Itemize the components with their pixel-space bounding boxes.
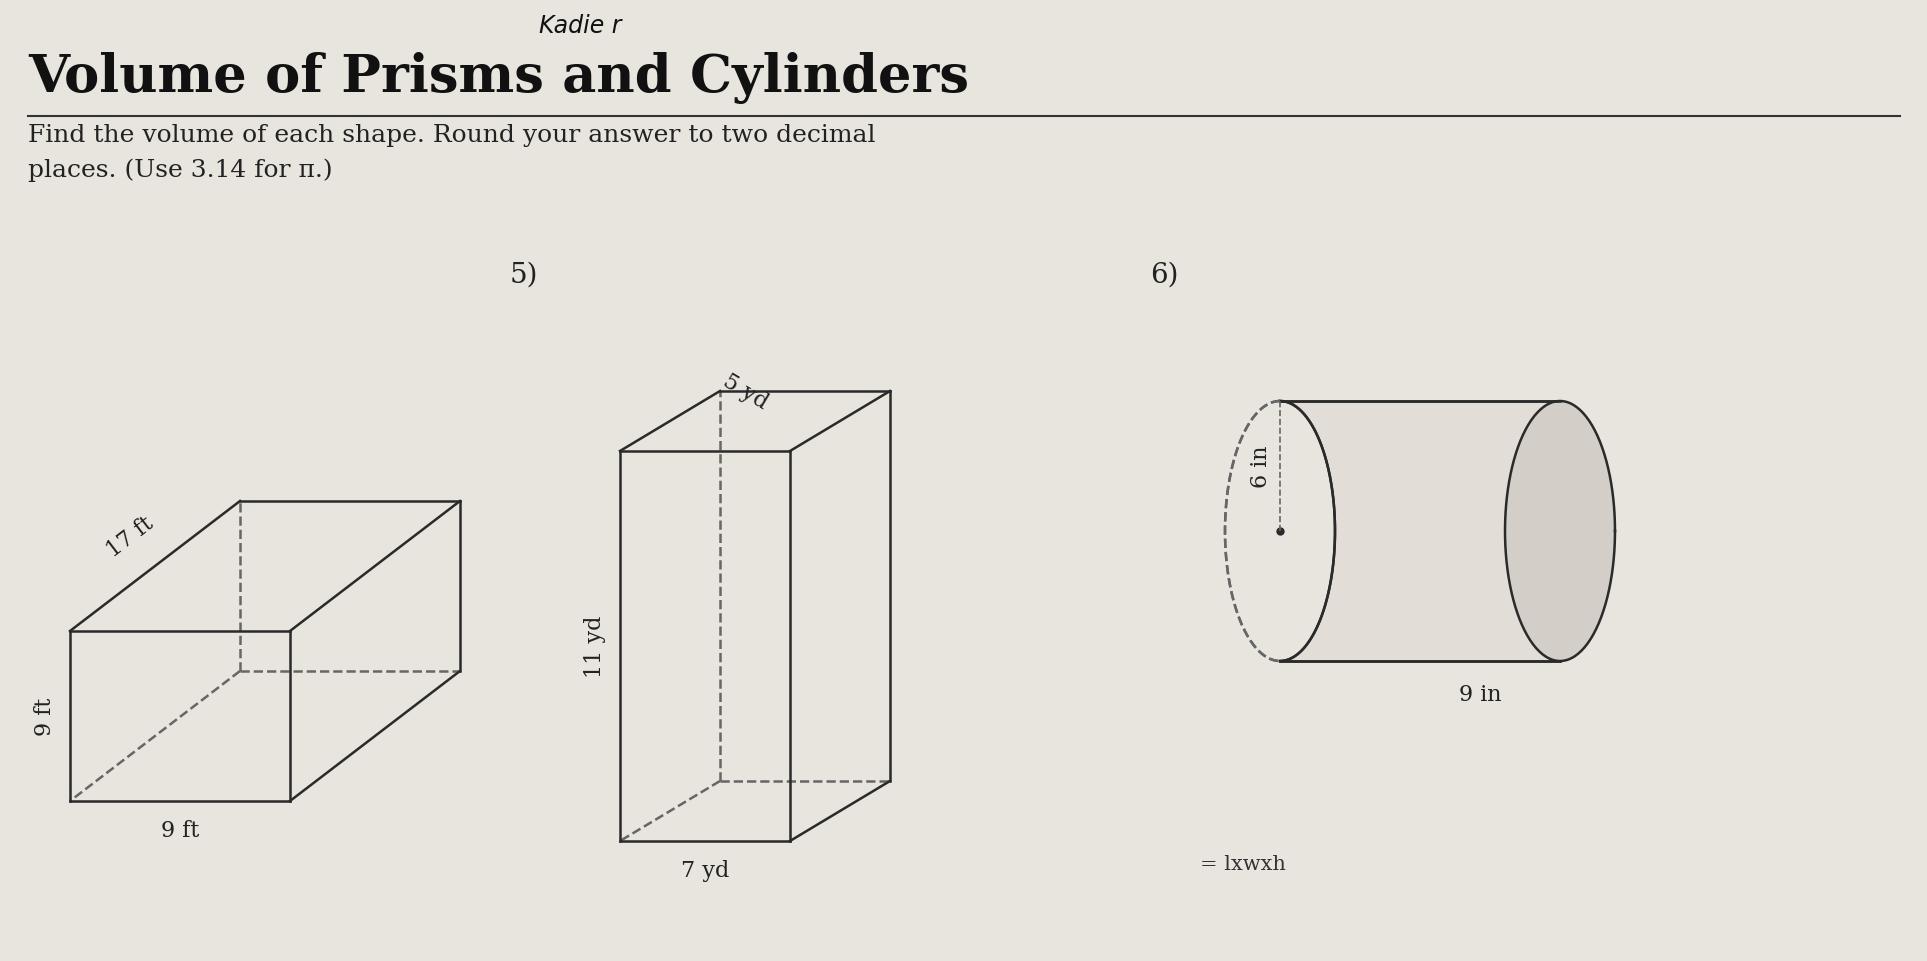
Text: 5 yd: 5 yd bbox=[719, 370, 771, 413]
Text: 9 in: 9 in bbox=[1459, 683, 1501, 705]
Text: 6): 6) bbox=[1150, 261, 1179, 288]
Text: Volume of Prisms and Cylinders: Volume of Prisms and Cylinders bbox=[29, 52, 969, 104]
Text: 9 ft: 9 ft bbox=[160, 819, 198, 841]
Text: 9 ft: 9 ft bbox=[35, 697, 56, 735]
Text: 6 in: 6 in bbox=[1251, 445, 1272, 488]
Text: = lxwxh: = lxwxh bbox=[1201, 854, 1285, 874]
Text: 11 yd: 11 yd bbox=[584, 615, 605, 678]
Polygon shape bbox=[1280, 402, 1615, 661]
Text: Find the volume of each shape. Round your answer to two decimal
places. (Use 3.1: Find the volume of each shape. Round you… bbox=[29, 124, 875, 182]
Text: 17 ft: 17 ft bbox=[102, 512, 158, 561]
Text: Kadie r: Kadie r bbox=[540, 14, 620, 38]
Polygon shape bbox=[1505, 402, 1615, 661]
Text: 5): 5) bbox=[511, 261, 538, 288]
Text: 7 yd: 7 yd bbox=[680, 859, 728, 881]
